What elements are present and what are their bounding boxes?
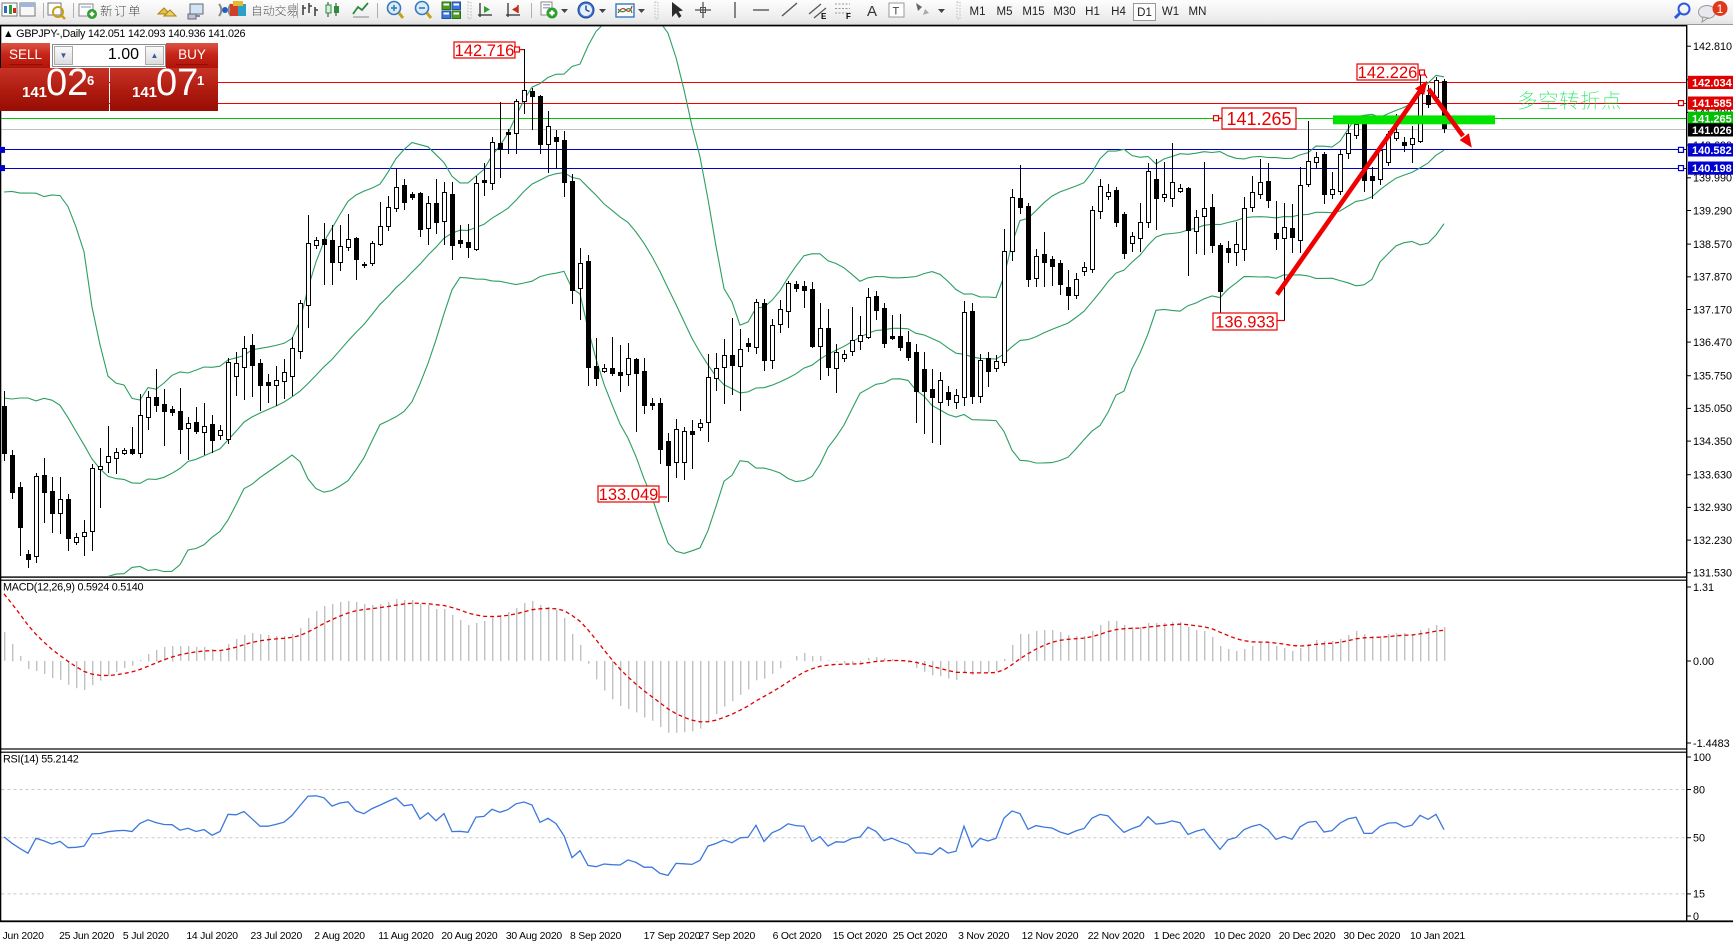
svg-text:30 Aug 2020: 30 Aug 2020 <box>506 931 563 942</box>
svg-text:10 Jan 2021: 10 Jan 2021 <box>1410 931 1465 942</box>
svg-text:137.170: 137.170 <box>1693 304 1732 316</box>
svg-text:136.470: 136.470 <box>1693 337 1732 349</box>
svg-text:133.049: 133.049 <box>599 486 659 504</box>
svg-text:5 Jul 2020: 5 Jul 2020 <box>123 931 169 942</box>
svg-text:136.933: 136.933 <box>1215 313 1275 331</box>
svg-text:0.00: 0.00 <box>1693 656 1714 668</box>
svg-text:131.530: 131.530 <box>1693 568 1732 580</box>
svg-text:14 Jul 2020: 14 Jul 2020 <box>186 931 238 942</box>
svg-text:80: 80 <box>1693 784 1705 796</box>
svg-text:1.31: 1.31 <box>1693 582 1714 594</box>
svg-text:142.226: 142.226 <box>1358 64 1418 82</box>
svg-text:10 Dec 2020: 10 Dec 2020 <box>1214 931 1271 942</box>
svg-text:RSI(14) 55.2142: RSI(14) 55.2142 <box>3 754 79 766</box>
svg-text:17 Sep 2020: 17 Sep 2020 <box>644 931 701 942</box>
svg-text:8 Sep 2020: 8 Sep 2020 <box>570 931 622 942</box>
svg-text:2 Aug 2020: 2 Aug 2020 <box>314 931 365 942</box>
svg-text:135.750: 135.750 <box>1693 371 1732 383</box>
svg-text:140.198: 140.198 <box>1692 163 1732 175</box>
svg-text:141.265: 141.265 <box>1692 113 1732 125</box>
svg-text:6 Oct 2020: 6 Oct 2020 <box>773 931 822 942</box>
svg-text:25 Oct 2020: 25 Oct 2020 <box>893 931 948 942</box>
svg-text:20 Aug 2020: 20 Aug 2020 <box>441 931 498 942</box>
svg-text:11 Aug 2020: 11 Aug 2020 <box>378 931 434 942</box>
svg-text:142.034: 142.034 <box>1692 78 1733 90</box>
svg-text:6 Jun 2020: 6 Jun 2020 <box>0 931 44 942</box>
svg-text:E: E <box>821 12 827 21</box>
svg-text:F: F <box>846 12 851 21</box>
svg-text:141.585: 141.585 <box>1692 98 1732 110</box>
svg-text:139.990: 139.990 <box>1693 173 1732 185</box>
svg-text:MACD(12,26,9) 0.5924 0.5140: MACD(12,26,9) 0.5924 0.5140 <box>3 582 144 594</box>
svg-text:15: 15 <box>1693 889 1705 901</box>
svg-text:132.930: 132.930 <box>1693 502 1732 514</box>
svg-text:▲ GBPJPY-,Daily 142.051 142.0: ▲ GBPJPY-,Daily 142.051 142.093 140.936 … <box>3 28 245 40</box>
svg-text:142.716: 142.716 <box>455 42 515 60</box>
svg-text:138.570: 138.570 <box>1693 239 1732 251</box>
svg-text:134.350: 134.350 <box>1693 436 1732 448</box>
svg-text:30 Dec 2020: 30 Dec 2020 <box>1343 931 1400 942</box>
svg-text:132.230: 132.230 <box>1693 535 1732 547</box>
svg-text:140.582: 140.582 <box>1692 145 1732 157</box>
svg-text:133.630: 133.630 <box>1693 470 1732 482</box>
svg-text:20 Dec 2020: 20 Dec 2020 <box>1279 931 1336 942</box>
svg-text:137.870: 137.870 <box>1693 272 1732 284</box>
svg-text:139.290: 139.290 <box>1693 205 1732 217</box>
svg-text:1: 1 <box>1717 2 1724 16</box>
svg-text:23 Jul 2020: 23 Jul 2020 <box>251 931 303 942</box>
svg-text:-1.4483: -1.4483 <box>1693 738 1730 750</box>
svg-text:141.265: 141.265 <box>1226 109 1291 129</box>
svg-text:1 Dec 2020: 1 Dec 2020 <box>1154 931 1206 942</box>
svg-text:27 Sep 2020: 27 Sep 2020 <box>698 931 755 942</box>
svg-text:0: 0 <box>1693 911 1699 923</box>
svg-text:A: A <box>867 3 877 20</box>
svg-text:12 Nov 2020: 12 Nov 2020 <box>1022 931 1079 942</box>
svg-text:50: 50 <box>1693 833 1705 845</box>
svg-text:3 Nov 2020: 3 Nov 2020 <box>958 931 1010 942</box>
svg-text:142.810: 142.810 <box>1693 41 1732 53</box>
svg-text:15 Oct 2020: 15 Oct 2020 <box>833 931 888 942</box>
svg-text:25 Jun 2020: 25 Jun 2020 <box>59 931 114 942</box>
svg-text:100: 100 <box>1693 752 1711 764</box>
svg-text:141.026: 141.026 <box>1692 125 1732 137</box>
svg-text:T: T <box>893 6 900 18</box>
svg-text:135.050: 135.050 <box>1693 403 1732 415</box>
svg-text:22 Nov 2020: 22 Nov 2020 <box>1088 931 1145 942</box>
